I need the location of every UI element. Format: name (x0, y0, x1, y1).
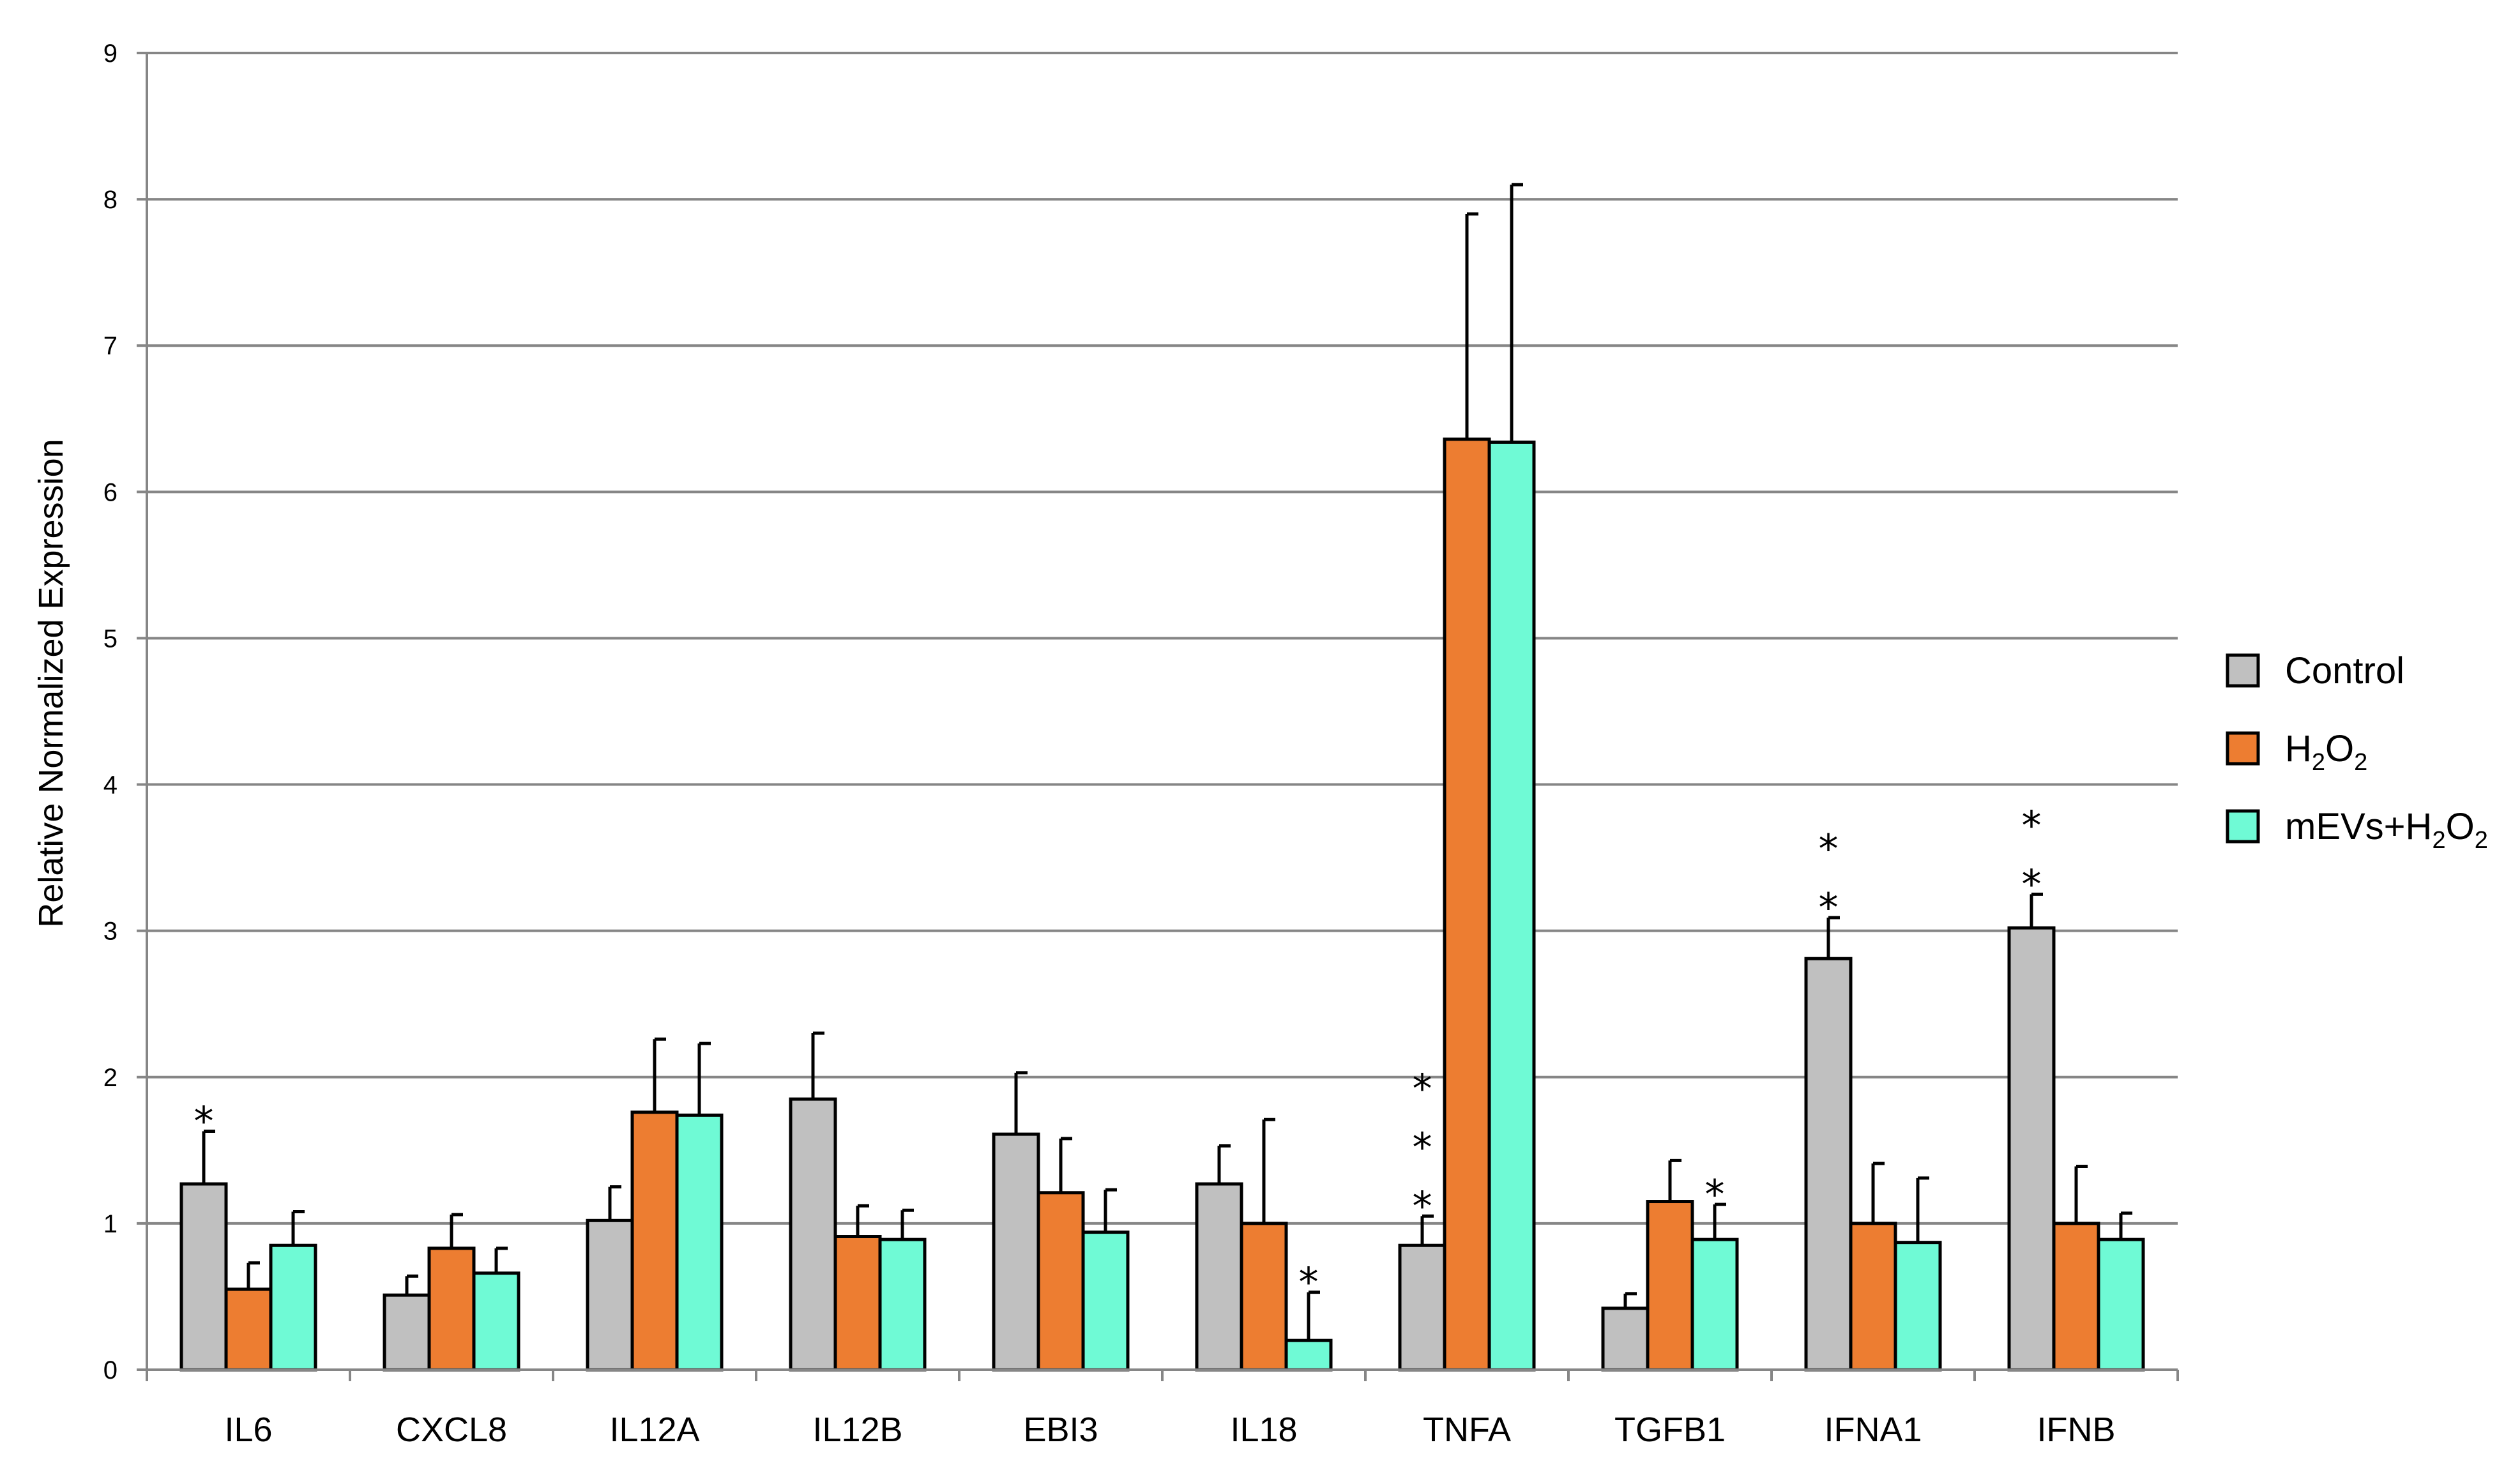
gridlines (147, 52, 2178, 1225)
bar (833, 1235, 882, 1372)
axes (137, 52, 2179, 1381)
significance-star: * (1819, 826, 1839, 872)
y-tick-label: 9 (103, 40, 118, 68)
legend-swatch (2226, 731, 2260, 766)
bar (1646, 1200, 1694, 1372)
x-tick-label: TNFA (1423, 1411, 1511, 1449)
x-tick-label: EBI3 (1023, 1411, 1098, 1449)
legend-swatch (2226, 809, 2260, 844)
bar (2007, 926, 2056, 1372)
x-tick-label: IL12A (609, 1411, 699, 1449)
y-tick-label: 7 (103, 332, 118, 360)
bar (675, 1113, 724, 1372)
significance-star: * (1413, 1183, 1432, 1229)
significance-star: * (2022, 861, 2042, 907)
x-tick-label: IL18 (1230, 1411, 1297, 1449)
bar (586, 1218, 634, 1372)
bar (224, 1287, 273, 1372)
y-tick-label: 6 (103, 478, 118, 506)
labels: 0 1 2 3 4 5 6 7 8 9 IL6 CXCL8 IL12A IL12B EBI3 IL18 TNFA… (103, 40, 2116, 1449)
bar (1894, 1241, 1942, 1372)
bar (789, 1097, 837, 1372)
bar (1284, 1338, 1333, 1372)
legend-swatch (2226, 653, 2260, 688)
bar (1195, 1182, 1243, 1372)
legend-label: H2O2 (2285, 728, 2367, 776)
bar (179, 1182, 228, 1372)
significance-star: * (1819, 884, 1839, 931)
bar (1398, 1243, 1446, 1372)
bar (1849, 1222, 1897, 1372)
y-tick-label: 1 (103, 1210, 118, 1238)
bar (269, 1243, 317, 1372)
bar (1443, 437, 1491, 1372)
x-tick-label: IFNA1 (1824, 1411, 1922, 1449)
bar (630, 1110, 679, 1372)
bar (1690, 1238, 1739, 1372)
significance-star: * (194, 1098, 214, 1145)
bar (2052, 1222, 2100, 1372)
bars (179, 183, 2145, 1372)
bar (383, 1293, 431, 1372)
y-axis-label: Relative Normalized Expression (32, 439, 70, 927)
bar (1240, 1222, 1288, 1372)
significance-star: * (1299, 1259, 1319, 1306)
significance-star: * (1413, 1065, 1432, 1112)
legend-label: mEVs+H2O2 (2285, 806, 2488, 854)
significance-star: * (1705, 1171, 1725, 1218)
y-tick-label: 4 (103, 771, 118, 799)
x-tick-label: IFNB (2037, 1411, 2115, 1449)
significance-star: * (2022, 802, 2042, 849)
bar (427, 1246, 476, 1372)
y-tick-label: 3 (103, 918, 118, 946)
bar (1601, 1307, 1650, 1372)
bar (1487, 440, 1536, 1372)
x-tick-label: CXCL8 (396, 1411, 507, 1449)
bar (2097, 1238, 2145, 1372)
bar (878, 1238, 927, 1372)
bar (1804, 957, 1853, 1372)
bar (1081, 1231, 1130, 1372)
bar (992, 1132, 1040, 1372)
y-tick-label: 2 (103, 1064, 118, 1092)
bar (472, 1271, 520, 1372)
legend: Control H2O2 mEVs+H2O2 (2226, 650, 2488, 854)
y-tick-label: 8 (103, 186, 118, 214)
x-tick-label: TGFB1 (1614, 1411, 1726, 1449)
legend-label: Control (2285, 650, 2404, 692)
x-tick-label: IL12B (812, 1411, 902, 1449)
bar (1036, 1191, 1085, 1372)
y-tick-label: 0 (103, 1356, 118, 1384)
y-tick-label: 5 (103, 625, 118, 653)
x-tick-label: IL6 (224, 1411, 272, 1449)
significance-star: * (1413, 1124, 1432, 1170)
